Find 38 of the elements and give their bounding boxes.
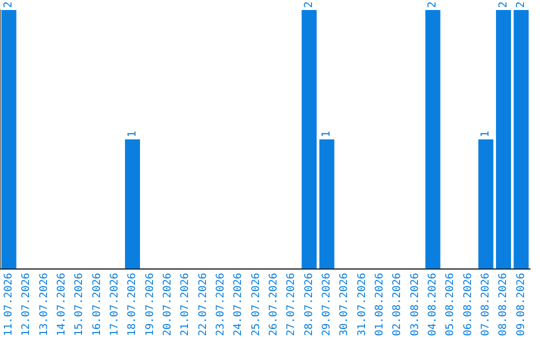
data-label: 2 xyxy=(496,1,510,8)
x-tick-label: 15.07.2026 xyxy=(73,272,86,336)
x-tick-label: 12.07.2026 xyxy=(20,272,32,336)
x-tick-label: 17.07.2026 xyxy=(108,272,121,336)
x-tick-label: 03.08.2026 xyxy=(408,272,421,336)
x-tick-label: 27.07.2026 xyxy=(285,272,298,336)
x-tick-label: 29.07.2026 xyxy=(320,272,333,336)
x-tick-label: 25.07.2026 xyxy=(250,272,262,336)
data-label: 1 xyxy=(320,130,333,138)
x-tick-label: 09.08.2026 xyxy=(514,272,527,336)
x-tick-label: 23.07.2026 xyxy=(214,272,227,336)
data-label: 2 xyxy=(426,1,439,8)
x-tick-label: 13.07.2026 xyxy=(38,272,50,336)
data-label: 2 xyxy=(514,1,528,8)
x-tick-label: 31.07.2026 xyxy=(356,272,368,336)
data-label: 2 xyxy=(302,1,316,8)
x-tick-label: 28.07.2026 xyxy=(302,272,315,336)
x-tick-label: 02.08.2026 xyxy=(391,272,404,336)
x-tick-label: 08.08.2026 xyxy=(497,272,510,336)
x-tick-label: 04.08.2026 xyxy=(426,272,439,336)
x-tick-label: 07.08.2026 xyxy=(480,272,492,336)
data-label: 2 xyxy=(2,1,15,8)
x-tick-label: 22.07.2026 xyxy=(196,272,209,336)
x-tick-label: 11.07.2026 xyxy=(2,272,15,336)
x-tick-label: 19.07.2026 xyxy=(144,272,156,336)
x-tick-label: 18.07.2026 xyxy=(126,272,138,336)
x-tick-label: 14.07.2026 xyxy=(56,272,68,336)
x-tick-label: 05.08.2026 xyxy=(444,272,456,336)
x-tick-label: 26.07.2026 xyxy=(268,272,280,336)
x-tick-label: 01.08.2026 xyxy=(374,272,386,336)
x-tick-label: 21.07.2026 xyxy=(179,272,192,336)
x-tick-label: 20.07.2026 xyxy=(162,272,174,336)
x-tick-label: 16.07.2026 xyxy=(90,272,103,336)
data-label: 1 xyxy=(125,130,138,138)
x-tick-label: 24.07.2026 xyxy=(232,272,244,336)
x-tick-label: 30.07.2026 xyxy=(338,272,350,336)
data-label: 1 xyxy=(478,130,492,138)
x-tick-label: 06.08.2026 xyxy=(462,272,474,336)
